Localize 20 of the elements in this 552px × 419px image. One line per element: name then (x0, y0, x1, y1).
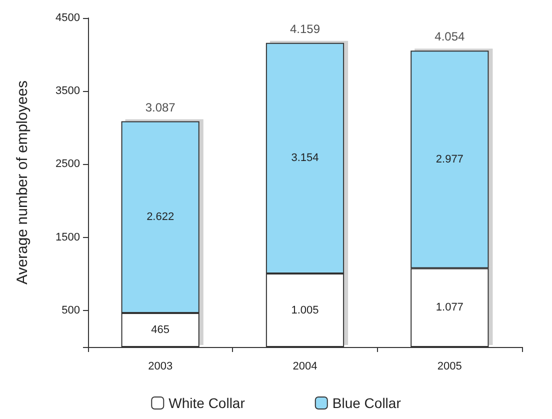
y-tick-label: 500 (62, 304, 80, 316)
legend-label: White Collar (168, 395, 246, 411)
x-tick-label: 2005 (437, 360, 462, 372)
y-tick-label: 4500 (56, 12, 80, 24)
data-label: 1.005 (291, 304, 319, 316)
x-tick-label: 2003 (148, 360, 173, 372)
data-label: 2.977 (436, 153, 464, 166)
data-label: 2.622 (146, 211, 174, 224)
legend-label: Blue Collar (332, 395, 402, 411)
y-tick-label: 2500 (56, 158, 80, 170)
x-tick-label: 2004 (292, 360, 318, 372)
total-label: 4.159 (290, 22, 320, 36)
data-label: 465 (151, 324, 170, 336)
data-label: 3.154 (291, 152, 319, 164)
y-tick-label: 3500 (56, 85, 80, 98)
total-label: 3.087 (145, 100, 176, 114)
total-label: 4.054 (434, 30, 466, 44)
y-tick-label: 1500 (56, 231, 80, 244)
data-label: 1.077 (436, 302, 464, 314)
y-axis-title: Average number of employees (14, 80, 31, 285)
